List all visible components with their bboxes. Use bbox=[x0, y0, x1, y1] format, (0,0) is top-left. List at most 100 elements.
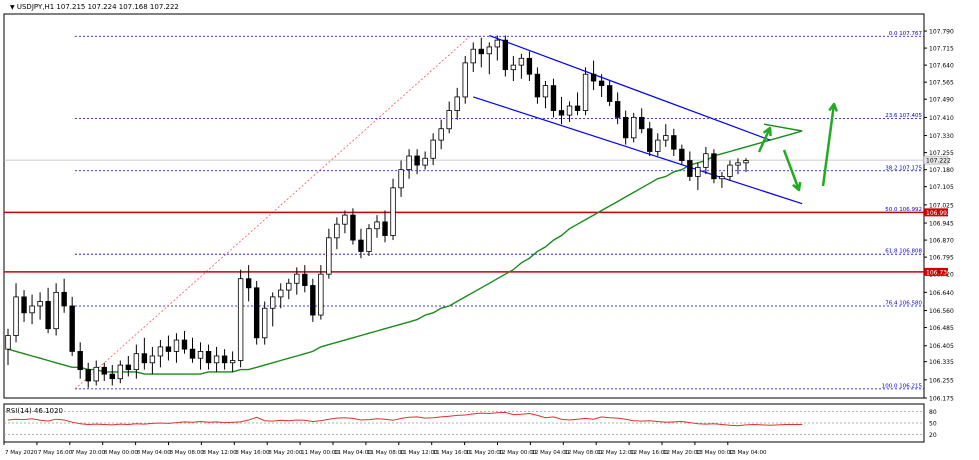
y-tick-label: 106.485 bbox=[929, 325, 954, 332]
candle bbox=[310, 278, 316, 322]
arrow-up-small-icon-head bbox=[762, 126, 772, 137]
x-tick-label: 11 May 12:00 bbox=[400, 450, 438, 456]
candle bbox=[350, 208, 356, 245]
support-price-box bbox=[924, 208, 948, 217]
x-tick-label: 12 May 00:00 bbox=[499, 450, 537, 456]
candle-body bbox=[574, 105, 581, 111]
candle-body bbox=[342, 214, 348, 225]
candle bbox=[382, 210, 388, 243]
candle bbox=[125, 355, 132, 377]
candle-body bbox=[478, 48, 484, 55]
candle-body bbox=[414, 155, 420, 166]
candle bbox=[735, 158, 741, 175]
candle bbox=[518, 53, 525, 79]
x-tick-label: 11 May 08:00 bbox=[367, 450, 405, 456]
candle-body bbox=[518, 57, 525, 66]
rsi-level-label: 80 bbox=[929, 409, 937, 416]
current-price-label: 107.222 bbox=[926, 158, 951, 165]
candle-body bbox=[719, 176, 725, 180]
y-tick-label: 107.715 bbox=[929, 46, 954, 53]
candle-body bbox=[534, 73, 541, 98]
candle-body bbox=[197, 351, 204, 359]
candle bbox=[446, 101, 452, 134]
x-tick-label: 11 May 00:00 bbox=[301, 450, 339, 456]
candle-body bbox=[550, 85, 557, 111]
y-tick-label: 107.105 bbox=[929, 184, 954, 191]
candle bbox=[53, 283, 59, 336]
y-tick-label: 106.870 bbox=[929, 238, 954, 245]
candle-body bbox=[398, 169, 404, 189]
candle-body bbox=[237, 278, 244, 361]
candle-body bbox=[286, 282, 292, 291]
candle bbox=[5, 328, 11, 366]
candle bbox=[342, 210, 348, 234]
candle bbox=[406, 149, 412, 179]
candle bbox=[590, 60, 597, 91]
candle bbox=[326, 228, 332, 279]
candle bbox=[695, 162, 701, 191]
candle-body bbox=[655, 139, 661, 152]
candle-body bbox=[13, 296, 19, 336]
candle-body bbox=[141, 353, 148, 364]
candle bbox=[438, 119, 444, 150]
candle bbox=[133, 344, 140, 379]
channel-lower-line bbox=[473, 96, 803, 205]
candle-body bbox=[663, 135, 669, 141]
title-arrow-icon: ▼ bbox=[10, 4, 15, 11]
candle-body bbox=[606, 85, 613, 102]
y-tick-label: 106.335 bbox=[929, 359, 954, 366]
y-tick-label: 107.330 bbox=[929, 133, 954, 140]
candle-body bbox=[101, 366, 107, 375]
moving-average-line bbox=[7, 123, 803, 375]
candle bbox=[213, 346, 220, 372]
candle bbox=[655, 133, 661, 157]
y-tick-label: 107.565 bbox=[929, 80, 954, 87]
candle-body bbox=[93, 366, 99, 382]
rsi-level-label: 50 bbox=[929, 421, 937, 428]
x-tick-label: 7 May 2020 bbox=[5, 450, 38, 456]
candle-body bbox=[470, 48, 476, 64]
candle-body bbox=[229, 360, 236, 364]
x-tick-label: 12 May 08:00 bbox=[564, 450, 602, 456]
rsi-level-label: 20 bbox=[929, 432, 937, 439]
candle-body bbox=[582, 73, 589, 111]
candle bbox=[205, 344, 212, 370]
candle bbox=[294, 267, 300, 295]
candle-body bbox=[695, 166, 701, 177]
candle-body bbox=[350, 214, 356, 241]
candle bbox=[157, 340, 164, 368]
candle-body bbox=[85, 369, 91, 382]
candle-body bbox=[205, 351, 212, 364]
candle-body bbox=[181, 339, 188, 350]
candle bbox=[582, 67, 589, 116]
candle bbox=[374, 215, 380, 238]
candle-body bbox=[614, 101, 621, 118]
candle bbox=[77, 342, 83, 379]
candle bbox=[526, 51, 533, 82]
y-tick-label: 106.640 bbox=[929, 290, 954, 297]
candle-body bbox=[245, 278, 252, 289]
candle-body bbox=[382, 221, 388, 236]
y-tick-label: 107.490 bbox=[929, 97, 954, 104]
candle bbox=[743, 158, 749, 172]
candle-body bbox=[133, 353, 140, 370]
candle-body bbox=[45, 301, 51, 330]
candle-body bbox=[566, 105, 573, 116]
x-tick-label: 13 May 00:00 bbox=[696, 450, 734, 456]
candle bbox=[486, 42, 493, 75]
candle bbox=[422, 151, 428, 170]
candle bbox=[494, 35, 501, 61]
candle-body bbox=[622, 116, 629, 139]
arrow-up-large-icon-head bbox=[828, 102, 839, 112]
candle-body bbox=[157, 346, 164, 357]
candle bbox=[165, 335, 172, 361]
candle-body bbox=[502, 39, 509, 71]
candle-body bbox=[438, 128, 444, 141]
candle-body bbox=[302, 273, 308, 286]
candle bbox=[671, 128, 677, 157]
candle bbox=[454, 87, 460, 120]
candle-body bbox=[446, 110, 452, 130]
candle bbox=[245, 265, 252, 302]
x-tick-label: 12 May 12:00 bbox=[597, 450, 635, 456]
candle bbox=[261, 301, 268, 345]
